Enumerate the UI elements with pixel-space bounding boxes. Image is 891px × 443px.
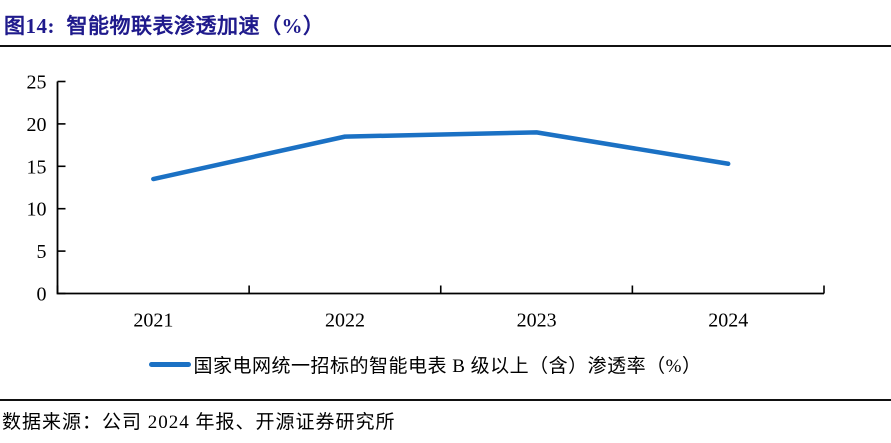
line-chart: 0 5 10 15 20 25 2021 2022 2023 2024 (27, 72, 825, 332)
y-axis-tick-label: 25 (27, 72, 47, 94)
series-line (151, 130, 731, 182)
x-axis-tick-label: 2021 (133, 310, 173, 332)
title-divider (0, 45, 891, 47)
figure-title: 图14: 智能物联表渗透加速（%） (4, 14, 325, 38)
chart-legend: 国家电网统一招标的智能电表 B 级以上（含）渗透率（%） (0, 350, 891, 378)
y-axis-tick-label: 0 (37, 284, 47, 306)
axis-lines (56, 81, 824, 295)
y-axis-tick-label: 10 (27, 199, 47, 221)
y-axis-tick-label: 20 (27, 114, 47, 136)
footer-divider (0, 399, 891, 401)
x-axis-tick-label: 2023 (517, 310, 557, 332)
y-axis-tick-label: 5 (37, 241, 47, 263)
source-note: 数据来源：公司 2024 年报、开源证券研究所 (2, 412, 396, 433)
y-axis-tick-label: 15 (27, 156, 47, 178)
x-axis-tick-label: 2024 (708, 310, 748, 332)
legend-line-swatch (149, 361, 192, 367)
x-axis-tick-label: 2022 (325, 310, 365, 332)
legend-label: 国家电网统一招标的智能电表 B 级以上（含）渗透率（%） (193, 355, 702, 377)
